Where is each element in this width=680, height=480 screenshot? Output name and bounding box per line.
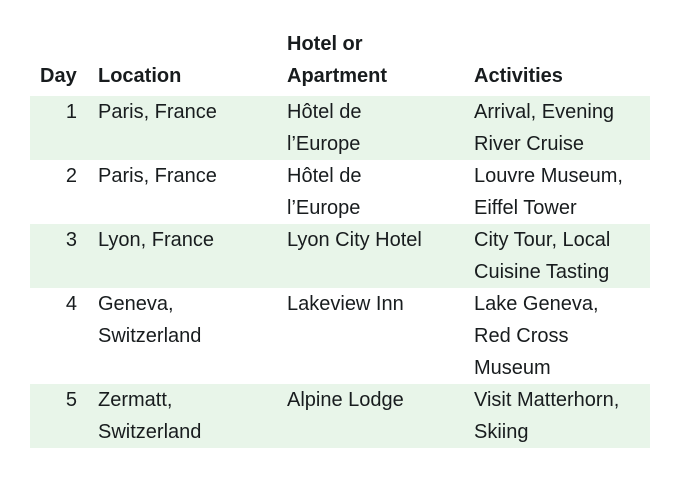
table-row: 3 Lyon, France Lyon City Hotel City Tour… xyxy=(30,224,650,288)
cell-activities: Louvre Museum, Eiffel Tower xyxy=(474,165,623,219)
cell-hotel: Hôtel de l’Europe xyxy=(287,165,362,219)
cell-location: Lyon, France xyxy=(98,224,287,288)
cell-hotel: Lakeview Inn xyxy=(287,293,404,315)
column-header-activities: Activities xyxy=(474,65,563,87)
cell-location: Paris, France xyxy=(98,96,287,160)
cell-location: Zermatt, Switzerland xyxy=(98,384,287,448)
cell-day: 4 xyxy=(65,293,77,315)
column-header-day: Day xyxy=(40,65,77,87)
table-row: 2 Paris, France Hôtel de l’Europe Louvre… xyxy=(30,160,650,224)
cell-day: 1 xyxy=(30,96,98,160)
column-header-hotel: Hotel or Apartment xyxy=(287,33,388,87)
cell-day: 5 xyxy=(30,384,98,448)
cell-location: Paris, France xyxy=(98,165,217,187)
cell-hotel: Lyon City Hotel xyxy=(287,224,474,288)
table-body: 1 Paris, France Hôtel de l’Europe Arriva… xyxy=(30,96,650,448)
column-header-location: Location xyxy=(98,65,182,87)
cell-activities: Visit Matterhorn, Skiing xyxy=(474,384,650,448)
table-row: 5 Zermatt, Switzerland Alpine Lodge Visi… xyxy=(30,384,650,448)
itinerary-page: Day Location Hotel or Apartment Activiti… xyxy=(30,28,650,448)
cell-day: 2 xyxy=(65,165,77,187)
cell-day: 3 xyxy=(30,224,98,288)
table-header: Day Location Hotel or Apartment Activiti… xyxy=(30,28,650,96)
cell-location: Geneva, Switzerland xyxy=(98,293,202,347)
cell-activities: Arrival, Evening River Cruise xyxy=(474,96,650,160)
cell-activities: City Tour, Local Cuisine Tasting xyxy=(474,224,650,288)
itinerary-table: Day Location Hotel or Apartment Activiti… xyxy=(30,28,650,448)
cell-hotel: Alpine Lodge xyxy=(287,384,474,448)
cell-hotel: Hôtel de l’Europe xyxy=(287,96,474,160)
table-row: 4 Geneva, Switzerland Lakeview Inn Lake … xyxy=(30,288,650,384)
cell-activities: Lake Geneva, Red Cross Museum xyxy=(474,293,599,379)
header-row: Day Location Hotel or Apartment Activiti… xyxy=(30,28,650,96)
table-row: 1 Paris, France Hôtel de l’Europe Arriva… xyxy=(30,96,650,160)
